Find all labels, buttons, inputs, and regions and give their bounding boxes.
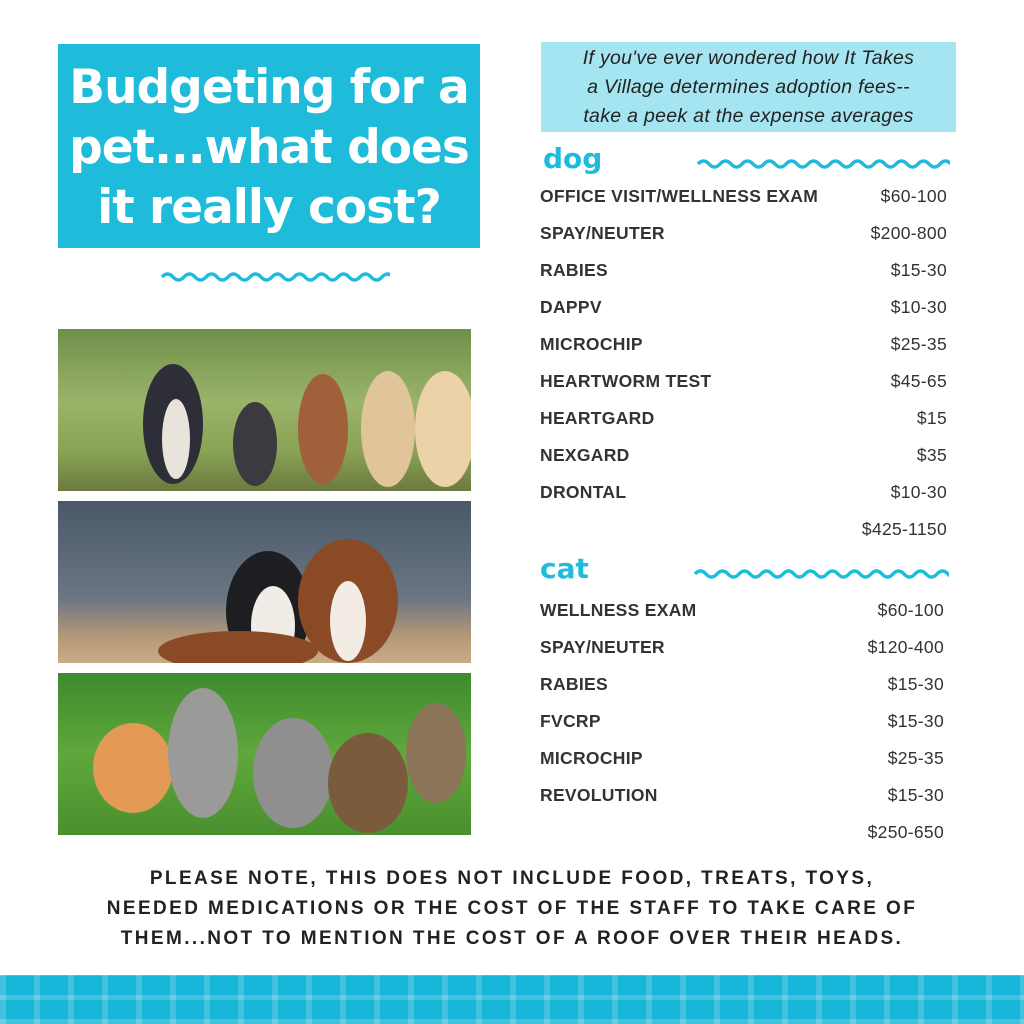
item-name: SPAY/NEUTER: [540, 223, 665, 243]
item-name: MICROCHIP: [540, 334, 643, 354]
cost-row: WELLNESS EXAM $60-100: [540, 592, 944, 629]
wave-divider: [160, 272, 390, 282]
wave-divider: [693, 569, 949, 579]
item-price: $45-65: [890, 371, 947, 391]
total-row: $250-650: [540, 814, 944, 851]
cost-row: RABIES $15-30: [540, 666, 944, 703]
decorative-plaid-band: [0, 975, 1024, 1024]
title-box: Budgeting for a pet...what does it reall…: [58, 44, 480, 248]
cost-row: MICROCHIP $25-35: [540, 326, 947, 363]
item-name: WELLNESS EXAM: [540, 600, 697, 620]
disclaimer-note: PLEASE NOTE, THIS DOES NOT INCLUDE FOOD,…: [40, 864, 984, 954]
item-name: FVCRP: [540, 711, 601, 731]
item-price: $10-30: [890, 297, 947, 317]
intro-line: If you've ever wondered how It Takes: [582, 47, 915, 69]
cost-row: DRONTAL $10-30: [540, 474, 947, 511]
item-price: $25-35: [890, 334, 947, 354]
cost-row: NEXGARD $35: [540, 437, 947, 474]
cost-row: DAPPV $10-30: [540, 289, 947, 326]
item-price: $25-35: [887, 748, 944, 768]
cost-row: HEARTWORM TEST $45-65: [540, 363, 947, 400]
intro-box: If you've ever wondered how It Takes a V…: [541, 42, 956, 132]
note-line: THEM...NOT TO MENTION THE COST OF A ROOF…: [120, 928, 904, 949]
cost-row: REVOLUTION $15-30: [540, 777, 944, 814]
wave-divider: [696, 159, 950, 169]
item-price: $15-30: [887, 711, 944, 731]
item-name: RABIES: [540, 674, 608, 694]
total-row: $425-1150: [540, 511, 947, 548]
cost-row: SPAY/NEUTER $120-400: [540, 629, 944, 666]
item-price: $35: [916, 445, 947, 465]
cost-row: HEARTGARD $15: [540, 400, 947, 437]
item-name: SPAY/NEUTER: [540, 637, 665, 657]
item-name: RABIES: [540, 260, 608, 280]
item-price: $15-30: [890, 260, 947, 280]
item-price: $60-100: [877, 600, 944, 620]
note-line: PLEASE NOTE, THIS DOES NOT INCLUDE FOOD,…: [149, 868, 875, 889]
item-name: DRONTAL: [540, 482, 627, 502]
cost-row: RABIES $15-30: [540, 252, 947, 289]
intro-line: a Village determines adoption fees--: [587, 76, 910, 98]
title-line: Budgeting for a: [69, 60, 470, 115]
cost-row: OFFICE VISIT/WELLNESS EXAM $60-100: [540, 178, 947, 215]
item-name: HEARTGARD: [540, 408, 655, 428]
item-price: $10-30: [890, 482, 947, 502]
item-name: MICROCHIP: [540, 748, 643, 768]
note-line: NEEDED MEDICATIONS OR THE COST OF THE ST…: [106, 898, 918, 919]
total-price: $250-650: [867, 822, 944, 842]
item-price: $15-30: [887, 674, 944, 694]
item-name: DAPPV: [540, 297, 602, 317]
cost-row: MICROCHIP $25-35: [540, 740, 944, 777]
item-name: NEXGARD: [540, 445, 630, 465]
cost-row: SPAY/NEUTER $200-800: [540, 215, 947, 252]
dog-cost-list: OFFICE VISIT/WELLNESS EXAM $60-100 SPAY/NE…: [540, 178, 947, 548]
item-price: $15: [916, 408, 947, 428]
kittens-photo: [58, 673, 471, 835]
cat-cost-list: WELLNESS EXAM $60-100 SPAY/NEUTER $120-400 R…: [540, 592, 944, 851]
item-name: HEARTWORM TEST: [540, 371, 712, 391]
title-line: pet...what does: [69, 120, 470, 175]
total-price: $425-1150: [861, 519, 947, 539]
item-price: $60-100: [880, 186, 947, 206]
item-price: $15-30: [887, 785, 944, 805]
item-price: $120-400: [867, 637, 944, 657]
cat-section-label: cat: [540, 552, 589, 585]
item-name: OFFICE VISIT/WELLNESS EXAM: [540, 186, 819, 206]
dog-section-label: dog: [543, 142, 603, 175]
dogs-photo: [58, 329, 471, 491]
cat-and-dog-photo: [58, 501, 471, 663]
intro-line: take a peek at the expense averages: [583, 105, 914, 127]
item-name: REVOLUTION: [540, 785, 658, 805]
title-line: it really cost?: [97, 180, 442, 235]
cost-row: FVCRP $15-30: [540, 703, 944, 740]
item-price: $200-800: [870, 223, 947, 243]
